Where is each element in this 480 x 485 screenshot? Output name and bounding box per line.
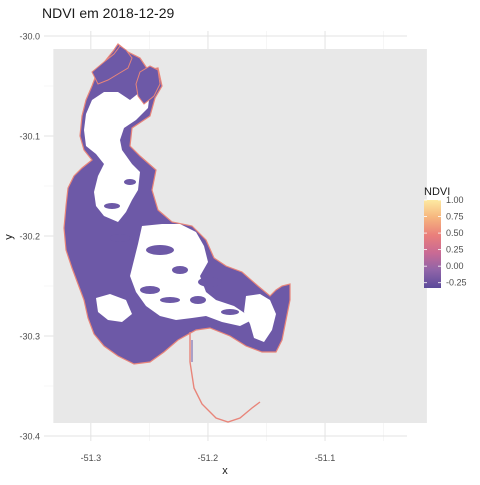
legend-title: NDVI bbox=[424, 186, 450, 198]
ndvi-land-north bbox=[84, 92, 150, 222]
ndvi-land-southwest bbox=[96, 294, 132, 322]
x-tick-label: -51.1 bbox=[315, 453, 336, 463]
ndvi-land-east bbox=[244, 294, 276, 342]
ndvi-water-patch bbox=[190, 296, 206, 304]
x-tick-label: -51.2 bbox=[198, 453, 219, 463]
x-tick-label: -51.3 bbox=[81, 453, 102, 463]
legend-label: 0.00 bbox=[446, 261, 464, 271]
ndvi-water-patch bbox=[110, 234, 130, 242]
ndvi-southern-channel bbox=[189, 332, 261, 423]
legend-colorbar bbox=[424, 200, 441, 288]
ndvi-water-north-lobe bbox=[91, 45, 133, 85]
chart-title: NDVI em 2018-12-29 bbox=[42, 5, 175, 21]
legend-label: -0.25 bbox=[446, 278, 467, 288]
legend-label: 0.50 bbox=[446, 228, 464, 238]
ndvi-water-patch bbox=[146, 245, 174, 255]
ndvi-legend: NDVI 1.00 0.75 0.50 0.25 0.00 -0.25 bbox=[424, 186, 467, 288]
ndvi-water-northeast bbox=[135, 65, 161, 105]
legend-label: 0.75 bbox=[446, 212, 464, 222]
y-tick-label: -30.4 bbox=[19, 432, 40, 442]
y-axis-label: y bbox=[3, 234, 15, 240]
legend-label: 1.00 bbox=[446, 195, 464, 205]
ndvi-water-patch bbox=[221, 309, 239, 315]
y-tick-label: -30.0 bbox=[19, 32, 40, 42]
ndvi-water-patch bbox=[160, 297, 180, 303]
ndvi-water-patch bbox=[172, 266, 188, 274]
y-tick-label: -30.2 bbox=[19, 232, 40, 242]
ndvi-water-patch bbox=[124, 179, 136, 185]
ndvi-water-patch bbox=[140, 286, 160, 294]
y-tick-label: -30.3 bbox=[19, 332, 40, 342]
legend-label: 0.25 bbox=[446, 245, 464, 255]
x-axis-label: x bbox=[222, 465, 228, 477]
ndvi-water-patch bbox=[104, 203, 120, 209]
ndvi-water-patch bbox=[198, 277, 222, 287]
y-tick-label: -30.1 bbox=[19, 132, 40, 142]
